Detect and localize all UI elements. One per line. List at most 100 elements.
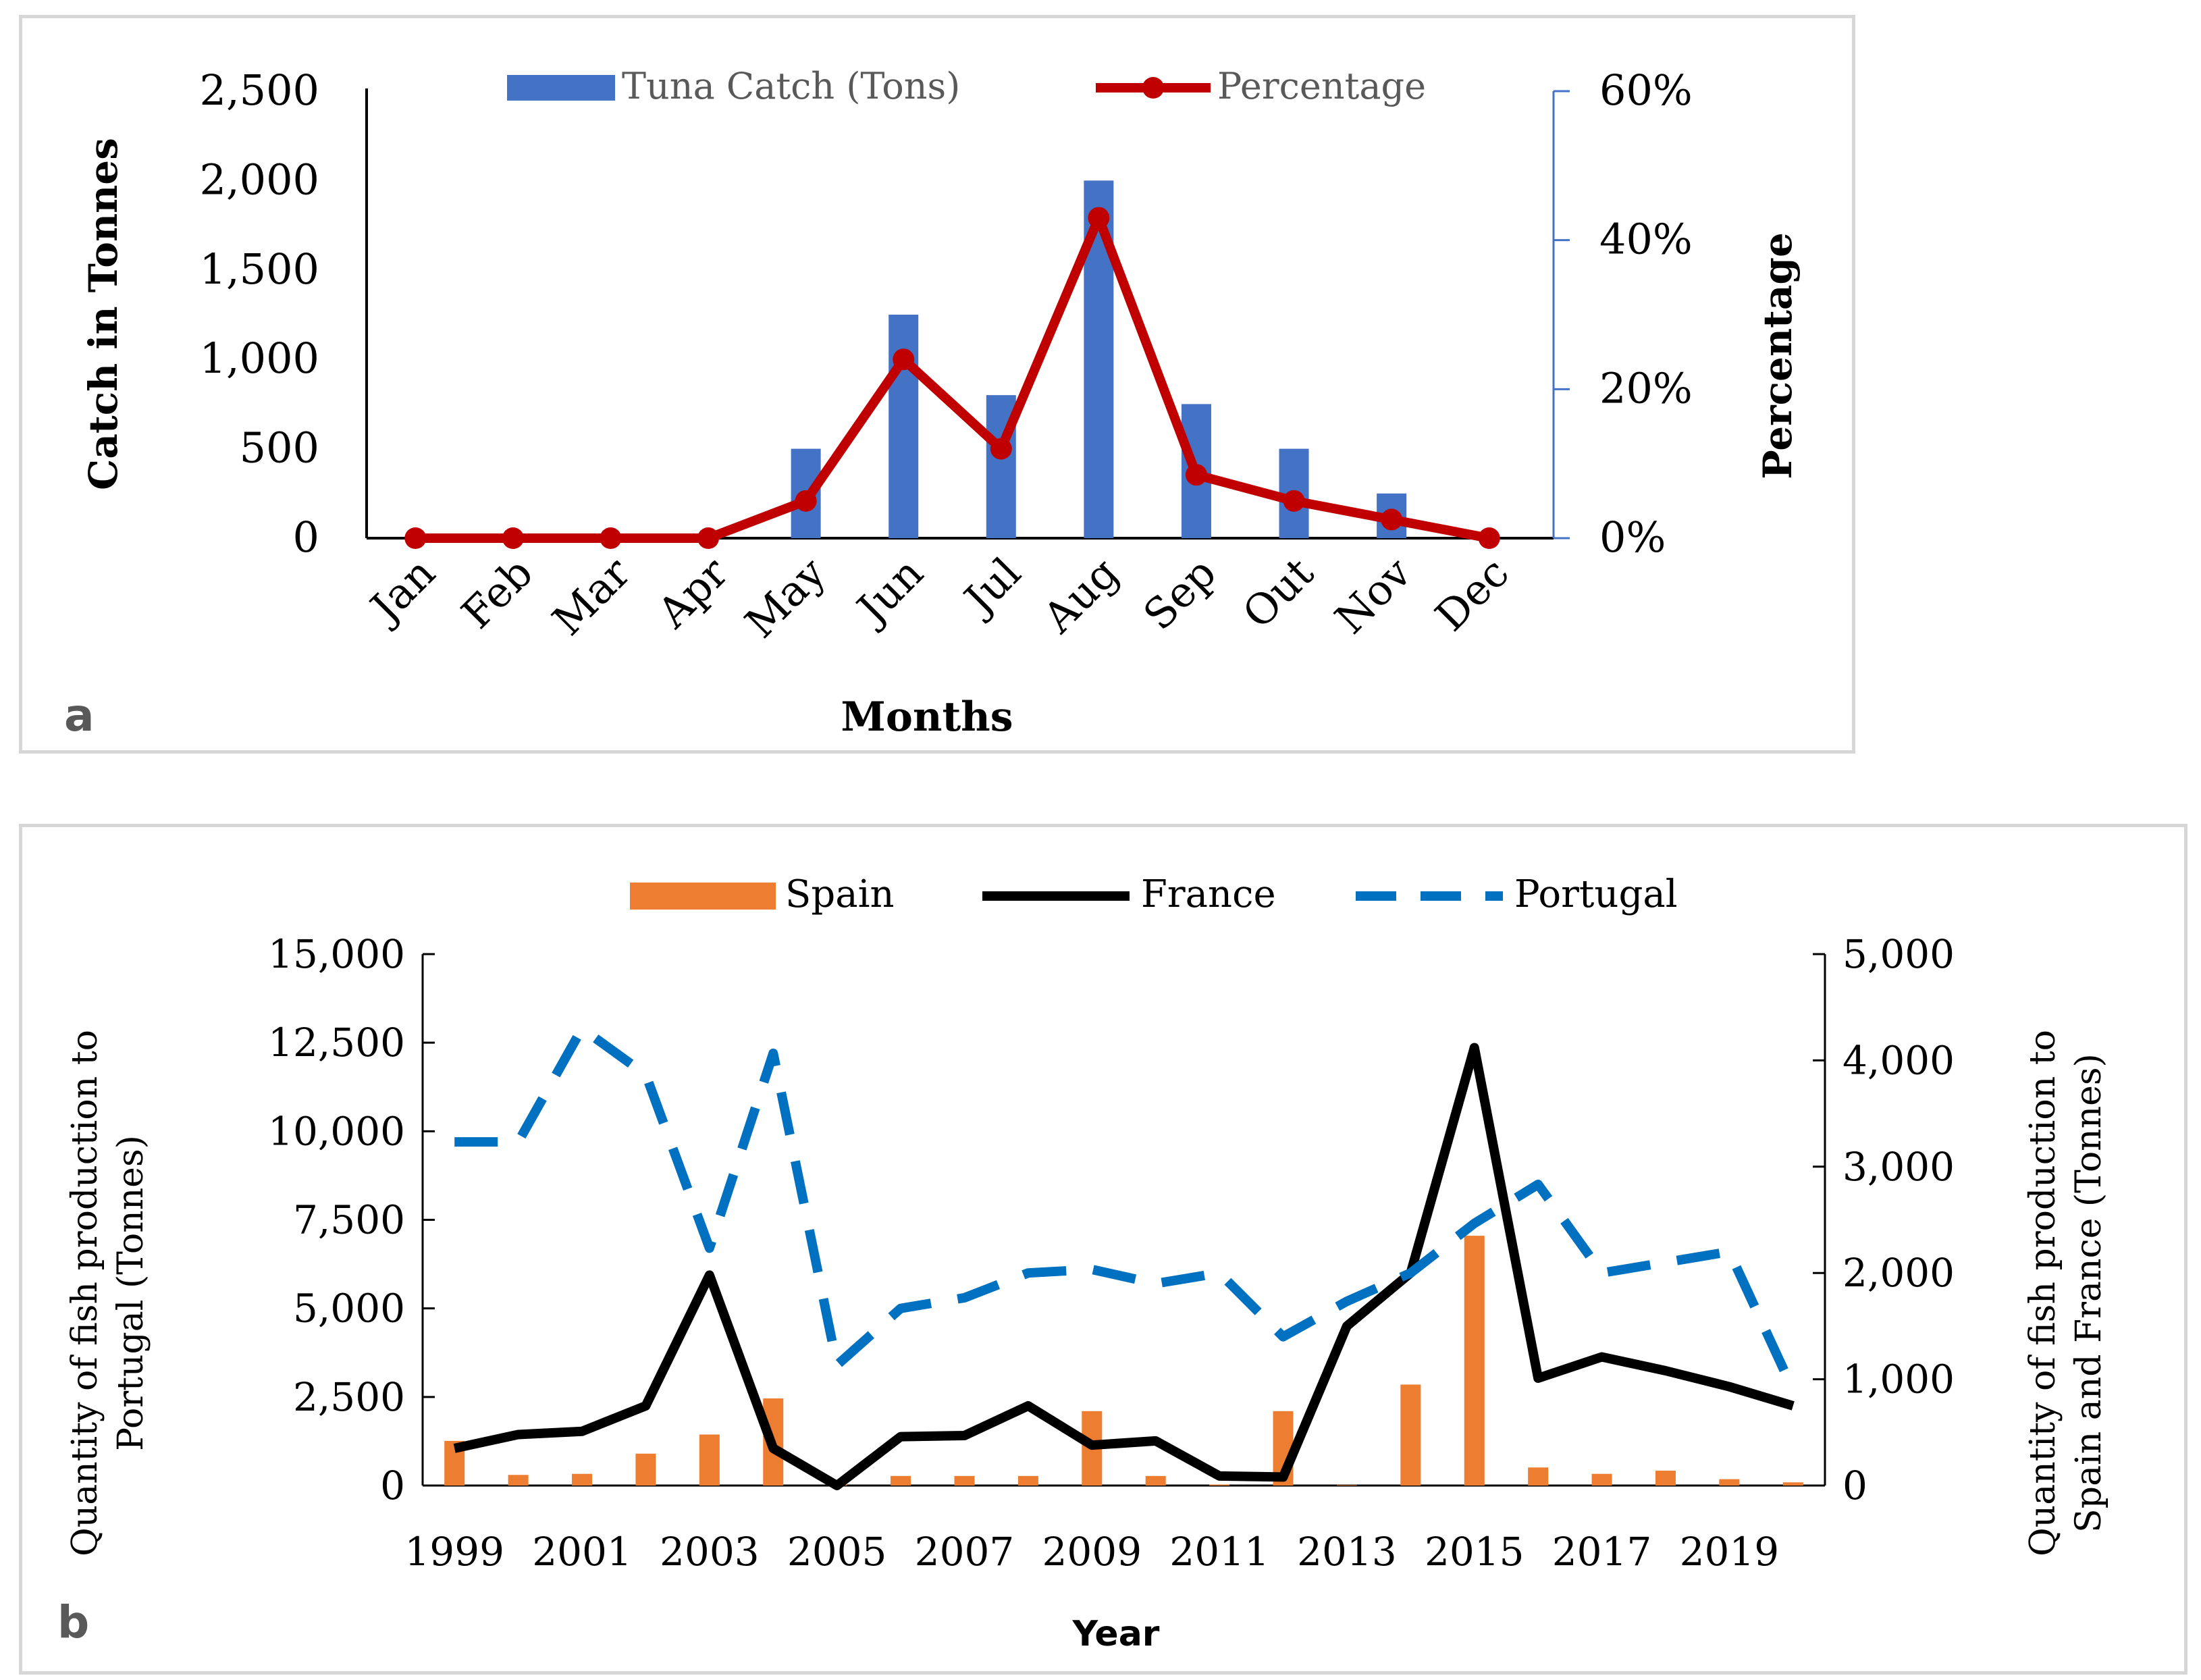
point-france-2020 (1793, 1405, 1794, 1407)
point-france-2016 (1537, 1377, 1539, 1379)
point-france-2011 (1219, 1475, 1220, 1477)
x-axis-title: Months (841, 693, 1013, 741)
point-portugal-2017 (1601, 1272, 1603, 1274)
point-france-2002 (645, 1405, 646, 1407)
x-tick-label: Jan (359, 548, 445, 634)
x-tick-label: Jun (845, 548, 932, 635)
bar-jun (889, 315, 919, 538)
chart-panel-b: 0 2,500 5,000 7,500 10,000 12,500 15,000 0 1,000… (19, 824, 2187, 1675)
point-may (795, 490, 817, 512)
chart-panel-a: 0 500 1,000 1,500 2,000 2,500 0% 20% 40% 60% Jan Fe… (19, 15, 1855, 754)
x-tick-label: 1999 (404, 1529, 504, 1575)
point-portugal-2013 (1346, 1301, 1348, 1302)
point-france-2007 (963, 1435, 965, 1436)
point-france-2017 (1601, 1357, 1603, 1358)
x-tick-label: Jul (952, 548, 1030, 626)
y-tick-label: 2,000 (200, 155, 320, 204)
y2-axis-title: Percentage (1755, 232, 1801, 479)
legend-label-france: France (1141, 872, 1276, 916)
point-portugal-2016 (1537, 1184, 1539, 1185)
point-france-2004 (772, 1448, 774, 1449)
legend-label-percentage: Percentage (1217, 65, 1426, 107)
point-france-2006 (900, 1436, 901, 1438)
point-france-2009 (1091, 1444, 1092, 1446)
point-france-2019 (1728, 1386, 1730, 1388)
y-tick-label: 500 (240, 423, 319, 473)
y2-tick-label: 60% (1599, 65, 1693, 115)
series-line-portugal (454, 1024, 1798, 1392)
point-sep (1185, 464, 1207, 486)
point-portugal-2008 (1028, 1272, 1029, 1274)
point-france-2000 (518, 1434, 519, 1435)
point-jan (404, 527, 427, 549)
y2-tick-label: 2,000 (1842, 1250, 1955, 1296)
x-tick-label: 2007 (915, 1529, 1015, 1575)
x-tick-label: 2009 (1042, 1529, 1142, 1575)
y-axis-title-line1: Quantity of fish production to (65, 1030, 105, 1556)
point-france-2003 (709, 1274, 710, 1276)
point-france-2015 (1474, 1047, 1475, 1049)
x-tick-label: 2013 (1297, 1529, 1397, 1575)
y-tick-label: 12,500 (268, 1020, 405, 1066)
point-portugal-2005 (837, 1365, 838, 1366)
point-mar (600, 527, 622, 549)
bar-spain-2016 (1528, 1467, 1549, 1486)
point-nov (1381, 508, 1403, 531)
bar-spain-2010 (1145, 1475, 1166, 1486)
x-tick-label: 2005 (787, 1529, 887, 1575)
x-tick-label: 2019 (1680, 1529, 1780, 1575)
point-portugal-2014 (1410, 1272, 1411, 1274)
x-tick-label: Feb (452, 548, 542, 638)
x-tick-label: Dec (1426, 548, 1518, 640)
y-tick-label: 2,500 (200, 65, 320, 115)
x-tick-label: Mar (543, 548, 640, 645)
y-tick-label: 15,000 (268, 931, 405, 977)
legend-label-spain: Spain (785, 872, 895, 916)
point-france-2013 (1346, 1325, 1348, 1327)
point-aug (1088, 207, 1110, 229)
x-tick-label: May (735, 548, 834, 647)
point-france-2008 (1028, 1405, 1029, 1407)
point-portugal-2003 (709, 1247, 710, 1249)
catch-chart: 0 500 1,000 1,500 2,000 2,500 0% 20% 40% 60% Jan Fe… (64, 65, 1801, 741)
bar-spain-2002 (635, 1453, 656, 1486)
bar-spain-2003 (699, 1434, 720, 1486)
point-jun (893, 348, 915, 371)
point-feb (502, 527, 524, 549)
bar-spain-2008 (1017, 1475, 1038, 1486)
x-axis-title: Year (1072, 1614, 1160, 1654)
point-portugal-1999 (454, 1141, 455, 1143)
y-tick-label: 1,000 (200, 334, 320, 383)
production-chart: 0 2,500 5,000 7,500 10,000 12,500 15,000 0 1,000… (57, 872, 2109, 1654)
legend-label-tuna: Tuna Catch (Tons) (622, 65, 960, 107)
point-portugal-2019 (1728, 1251, 1730, 1253)
point-portugal-2009 (1091, 1269, 1092, 1270)
y-axis-title: Catch in Tonnes (80, 138, 126, 490)
legend-swatch-tuna (507, 75, 615, 101)
series-line-percentage (415, 213, 1491, 543)
point-portugal-2010 (1155, 1283, 1157, 1284)
point-portugal-2004 (772, 1053, 774, 1054)
bar-spain-2018 (1655, 1470, 1676, 1486)
point-portugal-2000 (518, 1141, 519, 1143)
x-tick-label: Out (1233, 548, 1323, 637)
point-portugal-2002 (645, 1074, 646, 1075)
x-tick-label: Sep (1134, 548, 1225, 639)
y2-tick-label: 1,000 (1842, 1357, 1955, 1402)
y2-axis-title-line1: Quantity of fish production to (2023, 1030, 2063, 1556)
point-portugal-2018 (1665, 1261, 1666, 1263)
y2-tick-label: 4,000 (1842, 1037, 1955, 1083)
y2-tick-label: 0% (1599, 513, 1666, 562)
x-tick-label: 2015 (1425, 1529, 1524, 1575)
y-tick-label: 0 (380, 1463, 405, 1508)
x-tick-label: 2003 (660, 1529, 760, 1575)
bar-spain-2013 (1336, 1485, 1357, 1486)
point-portugal-2007 (963, 1297, 965, 1298)
y-tick-label: 7,500 (293, 1197, 405, 1243)
bar-spain-2007 (954, 1475, 975, 1486)
point-france-2010 (1155, 1440, 1157, 1442)
x-tick-label: 2001 (532, 1529, 632, 1575)
bar-spain-2015 (1464, 1236, 1485, 1486)
x-tick-label: Aug (1033, 548, 1128, 642)
point-portugal-2011 (1219, 1272, 1220, 1274)
